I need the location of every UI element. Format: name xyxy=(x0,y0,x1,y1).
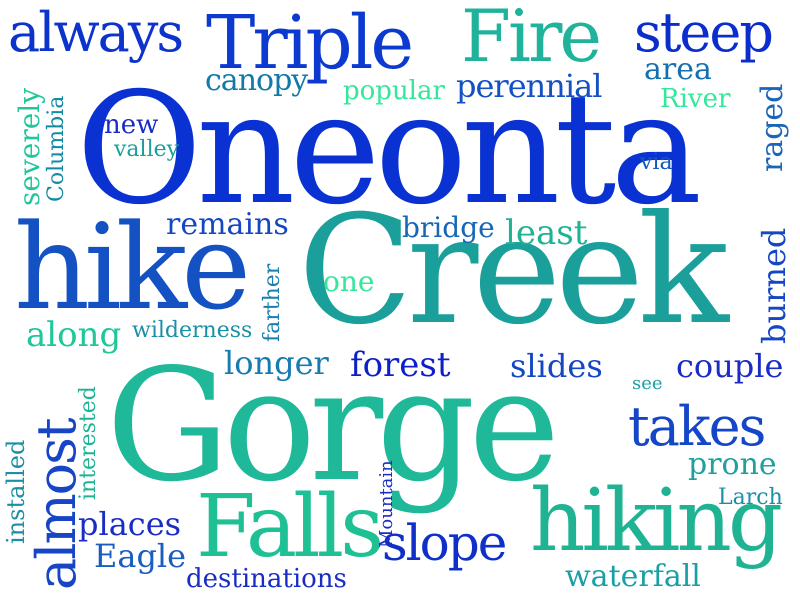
word-destinations: destinations xyxy=(186,564,347,594)
word-least: least xyxy=(505,213,588,253)
word-fire: Fire xyxy=(461,0,602,78)
word-triple: Triple xyxy=(206,0,414,86)
word-columbia: Columbia xyxy=(44,95,69,202)
word-mountain: Mountain xyxy=(376,460,397,548)
word-perennial: perennial xyxy=(456,67,602,105)
word-waterfall: waterfall xyxy=(565,559,701,594)
word-couple: couple xyxy=(676,347,784,385)
word-takes: takes xyxy=(628,395,766,458)
word-longer: longer xyxy=(224,344,329,382)
word-oneonta: Oneonta xyxy=(76,60,702,239)
word-farther: farther xyxy=(260,263,285,342)
word-slope: slope xyxy=(382,514,507,572)
word-slides: slides xyxy=(510,347,603,385)
word-valley: valley xyxy=(114,137,180,162)
word-wilderness: wilderness xyxy=(132,318,253,343)
word-gorge: Gorge xyxy=(106,335,560,516)
word-always: always xyxy=(8,1,184,64)
word-one: one xyxy=(323,265,375,298)
word-installed: installed xyxy=(2,439,30,544)
word-burned: burned xyxy=(755,227,793,344)
word-prone: prone xyxy=(688,447,777,482)
word-forest: forest xyxy=(350,345,451,385)
word-raged: raged xyxy=(755,83,790,172)
word-canopy: canopy xyxy=(205,63,308,98)
word-steep: steep xyxy=(634,1,774,64)
word-eagle: Eagle xyxy=(94,537,187,575)
word-popular: popular xyxy=(343,76,445,106)
word-remains: remains xyxy=(166,207,289,242)
word-severely: severely xyxy=(13,87,46,206)
word-interested: interested xyxy=(76,386,101,500)
word-places: places xyxy=(78,505,182,543)
word-larch: Larch xyxy=(718,485,783,510)
word-hike: hike xyxy=(14,198,251,336)
word-falls: Falls xyxy=(196,477,384,577)
word-bridge: bridge xyxy=(402,211,495,244)
word-hiking: hiking xyxy=(530,471,783,571)
word-river: River xyxy=(660,84,731,114)
word-new: new xyxy=(104,110,159,140)
word-via: via xyxy=(640,150,673,175)
word-see: see xyxy=(632,373,663,394)
word-creek: Creek xyxy=(298,184,729,358)
word-along: along xyxy=(26,315,122,355)
word-area: area xyxy=(644,52,712,87)
